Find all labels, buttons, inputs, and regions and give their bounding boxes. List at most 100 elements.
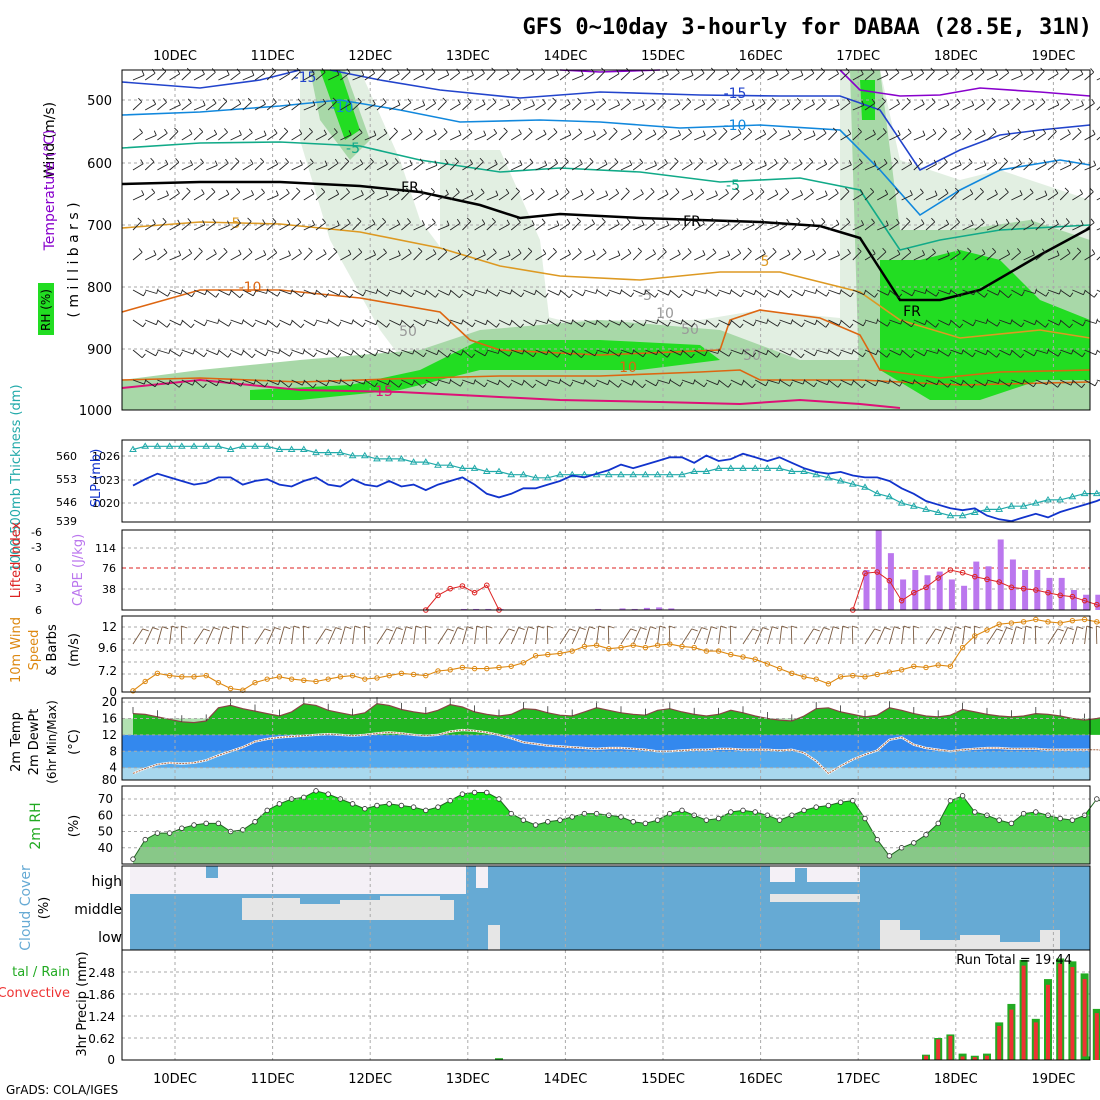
thickness-marker (543, 473, 552, 481)
date-label-bottom: 10DEC (153, 1072, 197, 1087)
run-total-label: Run Total = 19.44 (956, 953, 1072, 968)
date-label-top: 15DEC (641, 49, 685, 64)
contour-label: 10 (656, 306, 674, 322)
wind10-marker (301, 677, 307, 684)
cape-bar (936, 571, 943, 610)
contour-label: 15 (375, 384, 393, 400)
rh2m-marker (923, 832, 929, 838)
rh-axis-label: RH (%) (39, 289, 53, 331)
contour-label: -15 (294, 70, 317, 86)
wind10-marker (996, 621, 1002, 627)
precip-convective-label: Convective (0, 986, 70, 1001)
cloud-high-gap (476, 866, 488, 888)
rh2m-marker (642, 820, 649, 827)
wind10-axis-label3: & Barbs (45, 624, 60, 676)
wind10-marker (642, 644, 649, 651)
wind10-marker (1020, 619, 1027, 625)
thickness-marker (714, 464, 723, 471)
contour-label: -10 (331, 100, 354, 116)
rh2m-marker (837, 799, 844, 805)
wind10-tick-label: 9.6 (98, 641, 117, 655)
thickness-marker (409, 458, 418, 465)
temp2m-minmax-label: (6hr Min/Max) (45, 700, 59, 784)
precip-axis-label: 3hr Precip (mm) (75, 951, 90, 1056)
precip-tick-label: 0.62 (88, 1032, 115, 1046)
temperature-contour (121, 378, 901, 409)
date-label-top: 18DEC (934, 49, 978, 64)
precip-convective-bar (1009, 1009, 1014, 1060)
date-label-top: 12DEC (348, 49, 392, 64)
date-label-bottom: 17DEC (836, 1072, 880, 1087)
thickness-marker (385, 454, 394, 462)
cape-bar (961, 585, 968, 610)
date-label-top: 14DEC (543, 49, 587, 64)
pressure-tick-label: 600 (87, 157, 112, 172)
wind10-marker (813, 676, 819, 682)
cape-bar (948, 579, 955, 610)
cloud-high-clear (130, 866, 466, 894)
contour-label: FR (401, 180, 419, 196)
wind10-marker (691, 644, 697, 651)
lifted-index-marker (996, 579, 1003, 585)
cape-bar (485, 608, 492, 610)
contour-label: 5 (761, 254, 770, 270)
li-tick-label: -3 (31, 541, 42, 554)
wind10-marker (947, 663, 954, 669)
temperature-contour (121, 180, 1091, 302)
precip-convective-bar (1033, 1022, 1038, 1060)
rh2m-band (133, 847, 1090, 864)
wind10-marker (154, 670, 161, 676)
cloud-high-gap (770, 866, 860, 882)
rh2m-marker (130, 856, 136, 862)
date-label-bottom: 12DEC (348, 1072, 392, 1087)
thickness-tick-label: 560 (56, 450, 77, 463)
wind10-marker (569, 648, 575, 654)
temp2m-panel-frame (121, 697, 1091, 781)
wind10-marker (386, 672, 392, 679)
cloud-low-gap (880, 920, 1060, 950)
wind10-marker (191, 674, 197, 680)
thickness-marker (1068, 492, 1077, 500)
contour-label: -5 (638, 288, 652, 304)
wind10-marker (972, 633, 978, 639)
rh2m-marker (886, 853, 893, 859)
temp2m-tick-label: 20 (102, 695, 117, 709)
rh2m-marker (1008, 820, 1015, 827)
date-label-top: 11DEC (251, 49, 295, 64)
rh2m-marker (276, 801, 283, 807)
wind10-marker (215, 679, 222, 686)
precip-tick-label: 2.48 (88, 966, 115, 980)
upper-panel-frame (121, 69, 1091, 411)
thickness-marker (190, 442, 198, 449)
thickness-tick-label: 546 (56, 496, 77, 509)
rh2m-marker (532, 822, 539, 828)
wind10-marker (471, 665, 478, 672)
rh2m-marker (423, 807, 429, 814)
precip-total-bar (1082, 1056, 1090, 1060)
rh2m-marker (142, 836, 148, 843)
wind10-marker (935, 662, 941, 668)
dewpoint-line (132, 729, 1100, 775)
wind10-tick-label: 0 (109, 685, 117, 699)
date-label-top: 10DEC (153, 49, 197, 64)
thickness-marker (970, 508, 979, 516)
rh2m-marker (435, 804, 441, 810)
wind10-marker (679, 643, 685, 650)
wind10-marker (886, 669, 893, 675)
rh2m-marker (874, 836, 880, 843)
temp2m-tick-label: 80 (102, 773, 117, 787)
dewpoint-axis-label: 2m DewPt (27, 709, 42, 776)
wind10-marker (276, 674, 283, 680)
cape-tick-label: 38 (102, 583, 116, 596)
thickness-marker (348, 451, 357, 459)
lifted-index-marker (1069, 593, 1076, 600)
contour-label: -5 (726, 178, 740, 194)
thickness-marker (922, 505, 930, 512)
thickness-marker (202, 442, 211, 449)
lifted-index-marker (972, 573, 978, 580)
wind10-marker (984, 627, 990, 633)
lifted-index-marker (1008, 584, 1015, 591)
thickness-marker (470, 464, 479, 471)
thickness-marker (787, 467, 796, 475)
rh2m-marker (557, 817, 563, 823)
